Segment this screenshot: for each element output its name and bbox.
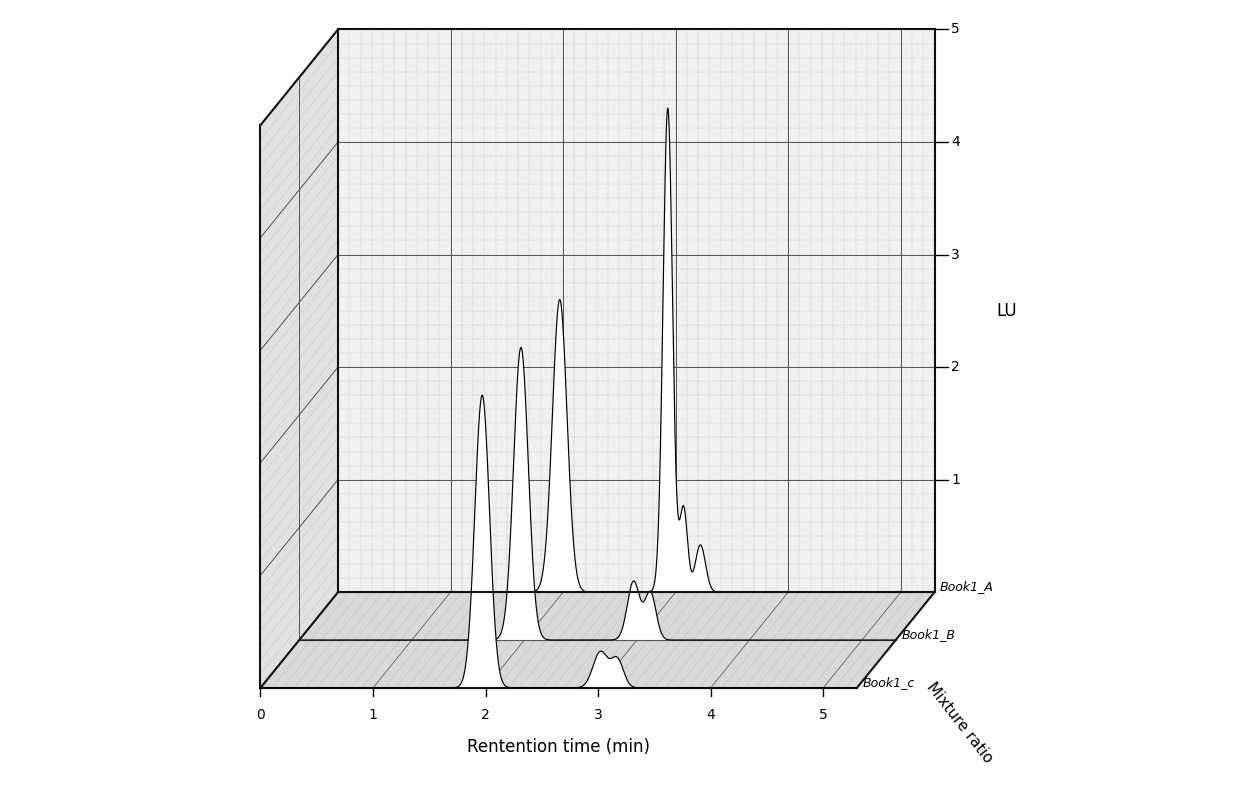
Text: 2: 2: [951, 360, 960, 374]
Text: 4: 4: [707, 708, 715, 722]
Text: Book1_B: Book1_B: [901, 628, 955, 641]
Text: Rentention time (min): Rentention time (min): [467, 739, 650, 757]
Text: 5: 5: [951, 22, 960, 36]
Text: 1: 1: [368, 708, 377, 722]
Text: 3: 3: [951, 247, 960, 261]
Polygon shape: [339, 108, 935, 592]
Polygon shape: [260, 29, 339, 688]
Text: 3: 3: [594, 708, 603, 722]
Text: Book1_c: Book1_c: [863, 675, 915, 689]
Text: 2: 2: [481, 708, 490, 722]
Text: 1: 1: [951, 472, 960, 487]
Polygon shape: [260, 592, 935, 688]
Text: 0: 0: [257, 708, 265, 722]
Polygon shape: [339, 29, 935, 592]
Text: Book1_A: Book1_A: [940, 580, 994, 593]
Text: 5: 5: [818, 708, 827, 722]
Text: Mixture ratio: Mixture ratio: [924, 679, 996, 766]
Polygon shape: [260, 395, 857, 688]
Polygon shape: [299, 348, 895, 640]
Text: LU: LU: [997, 302, 1017, 320]
Text: 4: 4: [951, 135, 960, 149]
